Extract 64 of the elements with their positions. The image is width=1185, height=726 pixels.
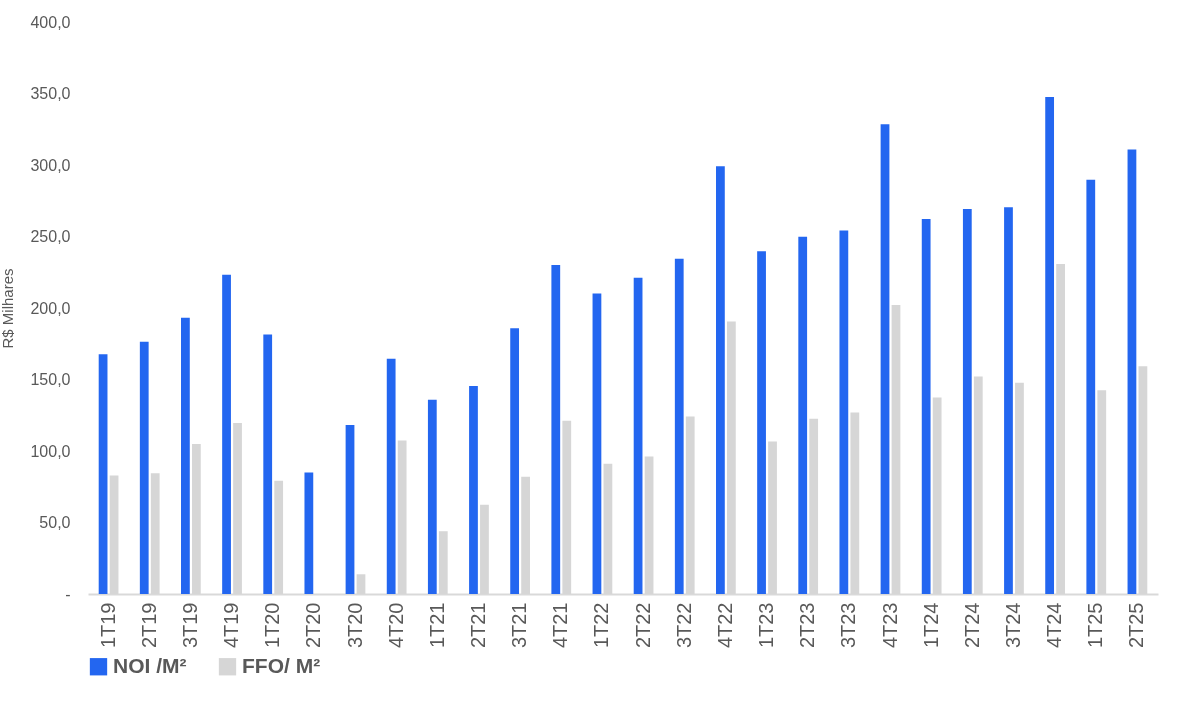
x-tick-label: 2T25: [1125, 602, 1148, 649]
x-tick-label: 4T22: [713, 602, 736, 649]
bar: [1004, 207, 1013, 594]
bar: [880, 124, 890, 594]
bar: [962, 209, 972, 594]
x-tick-label: 3T21: [508, 602, 531, 649]
bar: [304, 472, 314, 594]
bar: [386, 358, 396, 594]
bar: [181, 317, 190, 594]
x-tick-label: 1T19: [96, 602, 119, 649]
bar: [798, 236, 808, 594]
x-tick-label: 1T24: [919, 602, 942, 649]
x-tick-label: 4T24: [1043, 602, 1066, 649]
bar: [139, 341, 149, 594]
y-axis-title: R$ Milhares: [0, 268, 17, 349]
x-tick-label: 2T23: [796, 602, 819, 649]
x-tick-label: 3T22: [672, 602, 695, 649]
x-tick-label: 2T19: [137, 602, 160, 649]
x-tick-label: 2T21: [466, 602, 489, 649]
y-tick-label: 400,0: [30, 13, 71, 31]
x-tick-label: 1T22: [590, 602, 613, 649]
bar: [716, 166, 725, 594]
x-tick-label: 3T23: [837, 602, 860, 649]
x-tick-label: 1T25: [1084, 602, 1107, 649]
bar: [427, 399, 437, 594]
y-tick-label: 250,0: [30, 228, 71, 245]
bar: [674, 258, 684, 594]
legend-label: FFO/ M²: [242, 653, 321, 677]
y-tick-label: 100,0: [30, 442, 71, 460]
x-tick-label: 2T24: [960, 602, 983, 649]
x-tick-label: 3T20: [343, 602, 366, 649]
bar: [1127, 149, 1137, 594]
x-tick-label: 4T20: [384, 602, 407, 649]
legend-label: NOI /M²: [113, 653, 187, 677]
x-tick-label: 4T19: [220, 602, 243, 649]
y-tick-label: -: [65, 585, 71, 603]
bar: [1086, 179, 1096, 594]
bar: [1045, 97, 1055, 594]
bar: [345, 424, 355, 594]
x-tick-label: 1T23: [755, 602, 778, 649]
x-tick-label: 1T20: [261, 602, 284, 649]
x-tick-label: 3T19: [178, 602, 201, 649]
bar: [222, 274, 231, 594]
y-tick-label: 200,0: [30, 299, 71, 317]
x-tick-label: 4T23: [878, 602, 901, 649]
bar: [263, 334, 273, 594]
y-tick-label: 150,0: [30, 371, 71, 388]
x-tick-label: 3T24: [1001, 602, 1024, 649]
bar: [592, 293, 602, 594]
bar: [839, 230, 849, 594]
bar: [921, 219, 931, 594]
x-tick-label: 1T21: [425, 602, 448, 649]
x-tick-label: 4T21: [549, 602, 572, 649]
x-tick-label: 2T22: [631, 602, 654, 649]
bar: [757, 251, 766, 594]
bar: [98, 354, 108, 594]
bar: [510, 328, 520, 594]
y-tick-label: 50,0: [39, 514, 71, 531]
y-tick-label: 350,0: [30, 85, 71, 102]
bar: [551, 265, 561, 594]
bar: [469, 385, 478, 594]
x-tick-label: 2T20: [302, 602, 325, 649]
y-tick-label: 300,0: [30, 156, 71, 174]
bar: [633, 277, 643, 594]
